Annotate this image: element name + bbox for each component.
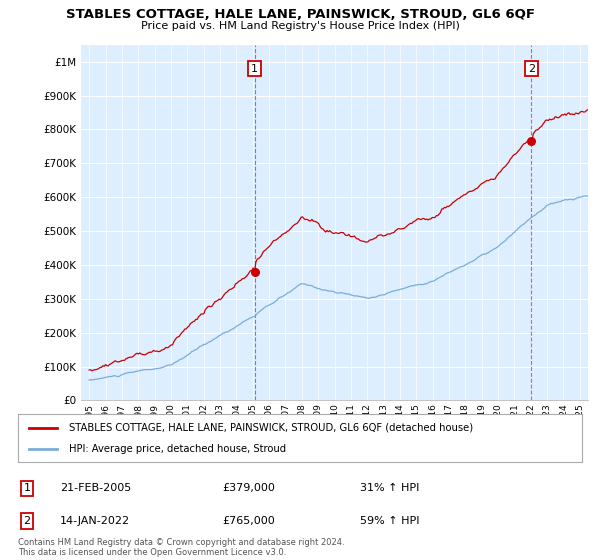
Text: Price paid vs. HM Land Registry's House Price Index (HPI): Price paid vs. HM Land Registry's House … xyxy=(140,21,460,31)
Text: 59% ↑ HPI: 59% ↑ HPI xyxy=(360,516,419,526)
Text: 2: 2 xyxy=(528,63,535,73)
Text: STABLES COTTAGE, HALE LANE, PAINSWICK, STROUD, GL6 6QF (detached house): STABLES COTTAGE, HALE LANE, PAINSWICK, S… xyxy=(69,423,473,433)
Text: £379,000: £379,000 xyxy=(222,483,275,493)
Text: 1: 1 xyxy=(251,63,258,73)
Text: 31% ↑ HPI: 31% ↑ HPI xyxy=(360,483,419,493)
Text: £765,000: £765,000 xyxy=(222,516,275,526)
Point xyxy=(250,268,259,277)
Text: Contains HM Land Registry data © Crown copyright and database right 2024.
This d: Contains HM Land Registry data © Crown c… xyxy=(18,538,344,557)
Point xyxy=(527,137,536,146)
Text: STABLES COTTAGE, HALE LANE, PAINSWICK, STROUD, GL6 6QF: STABLES COTTAGE, HALE LANE, PAINSWICK, S… xyxy=(65,8,535,21)
Text: 14-JAN-2022: 14-JAN-2022 xyxy=(60,516,130,526)
Text: 2: 2 xyxy=(23,516,31,526)
Text: 21-FEB-2005: 21-FEB-2005 xyxy=(60,483,131,493)
Text: 1: 1 xyxy=(23,483,31,493)
Text: HPI: Average price, detached house, Stroud: HPI: Average price, detached house, Stro… xyxy=(69,444,286,454)
